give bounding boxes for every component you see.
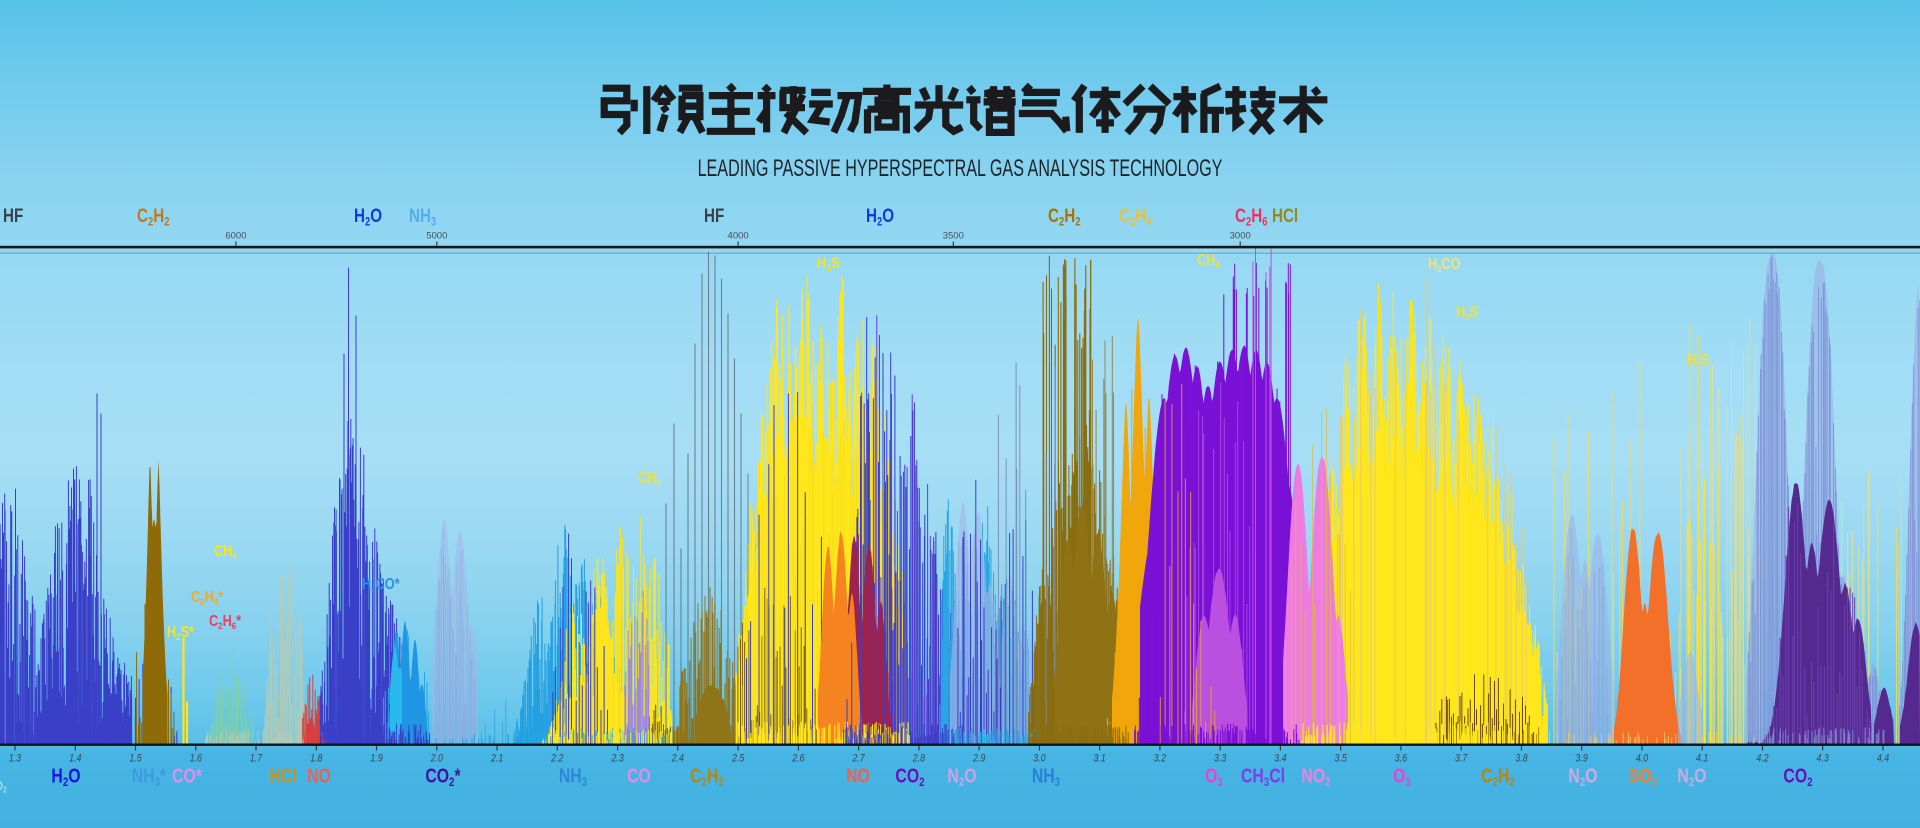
svg-text:N2O: N2O	[1568, 765, 1597, 790]
svg-text:NO: NO	[307, 765, 331, 787]
svg-text:HCl: HCl	[1272, 204, 1298, 226]
svg-text:3.7: 3.7	[1455, 753, 1468, 765]
svg-text:CO2*: CO2*	[425, 765, 460, 790]
svg-text:3.5: 3.5	[1335, 753, 1348, 765]
svg-text:C2H2: C2H2	[1048, 204, 1080, 228]
svg-text:4.1: 4.1	[1696, 753, 1708, 765]
svg-text:NH3: NH3	[559, 765, 587, 790]
svg-text:3.4: 3.4	[1274, 753, 1287, 765]
svg-text:HCl: HCl	[269, 765, 296, 787]
svg-text:1.9: 1.9	[370, 753, 383, 765]
svg-text:3.3: 3.3	[1214, 753, 1227, 765]
svg-text:6000: 6000	[225, 231, 246, 242]
svg-text:O2: O2	[0, 779, 7, 795]
svg-text:H2S: H2S	[817, 255, 840, 273]
svg-text:CO2: CO2	[1783, 765, 1812, 790]
svg-text:C2H6: C2H6	[1235, 204, 1267, 228]
svg-text:1.5: 1.5	[129, 753, 142, 765]
svg-text:5000: 5000	[426, 231, 447, 242]
svg-text:2.6: 2.6	[791, 753, 805, 765]
svg-text:C2H4: C2H4	[1119, 204, 1151, 228]
svg-text:H2S: H2S	[1687, 352, 1709, 370]
svg-text:3.8: 3.8	[1515, 753, 1528, 765]
svg-text:1.7: 1.7	[250, 753, 263, 765]
svg-text:4000: 4000	[728, 231, 749, 242]
svg-text:2.5: 2.5	[731, 753, 745, 765]
svg-text:NH3*: NH3*	[132, 765, 166, 790]
svg-text:2.3: 2.3	[611, 753, 625, 765]
svg-text:C2H2: C2H2	[1481, 765, 1515, 790]
svg-text:SO2: SO2	[1629, 765, 1657, 790]
svg-text:CO2: CO2	[895, 765, 924, 790]
svg-text:H2S*: H2S*	[167, 624, 194, 642]
svg-text:N2O: N2O	[1677, 765, 1706, 790]
svg-text:HF: HF	[704, 204, 724, 226]
svg-text:CH4: CH4	[638, 470, 661, 488]
svg-text:2.4: 2.4	[671, 753, 685, 765]
svg-text:4.4: 4.4	[1877, 753, 1890, 765]
svg-text:2.2: 2.2	[550, 753, 564, 765]
svg-text:2.0: 2.0	[430, 753, 444, 765]
svg-text:C2H2: C2H2	[137, 204, 169, 228]
svg-text:2.8: 2.8	[912, 753, 926, 765]
svg-text:CH4: CH4	[1197, 252, 1220, 270]
svg-text:NO2: NO2	[1301, 765, 1330, 790]
svg-text:CH4: CH4	[214, 543, 237, 561]
svg-text:3.2: 3.2	[1154, 753, 1167, 765]
svg-text:O3: O3	[1393, 765, 1411, 790]
svg-text:3.9: 3.9	[1576, 753, 1589, 765]
svg-text:2.1: 2.1	[490, 753, 503, 765]
svg-text:HF: HF	[3, 204, 23, 226]
svg-text:CO: CO	[627, 765, 651, 787]
svg-text:1.8: 1.8	[310, 753, 323, 765]
svg-text:4.2: 4.2	[1756, 753, 1769, 765]
svg-text:1.3: 1.3	[9, 753, 22, 765]
svg-text:2.7: 2.7	[852, 753, 866, 765]
svg-text:CH3Cl: CH3Cl	[1241, 765, 1285, 790]
svg-text:2.9: 2.9	[972, 753, 986, 765]
svg-text:CO*: CO*	[172, 765, 202, 787]
svg-text:N2O: N2O	[947, 765, 976, 790]
svg-text:C2H4*: C2H4*	[191, 589, 224, 607]
svg-text:NH3: NH3	[409, 204, 436, 228]
svg-text:H2CO: H2CO	[1428, 256, 1461, 274]
svg-text:3000: 3000	[1230, 231, 1251, 242]
svg-text:3.6: 3.6	[1395, 753, 1408, 765]
svg-text:3.0: 3.0	[1033, 753, 1046, 765]
svg-text:NH3: NH3	[1032, 765, 1060, 790]
svg-text:NO: NO	[846, 765, 870, 787]
svg-text:H2O: H2O	[354, 204, 382, 228]
svg-text:H2O: H2O	[866, 204, 894, 228]
svg-text:1.4: 1.4	[69, 753, 82, 765]
svg-text:C2H6*: C2H6*	[209, 613, 242, 631]
svg-text:4.0: 4.0	[1636, 753, 1649, 765]
svg-text:H2CO*: H2CO*	[362, 576, 400, 594]
svg-text:3500: 3500	[943, 231, 964, 242]
svg-text:3.1: 3.1	[1093, 753, 1105, 765]
svg-text:O3: O3	[1205, 765, 1223, 790]
svg-text:LEADING PASSIVE HYPERSPECTRAL: LEADING PASSIVE HYPERSPECTRAL GAS ANALYS…	[698, 155, 1223, 182]
svg-text:C2H2: C2H2	[690, 765, 724, 790]
svg-text:H2S: H2S	[1456, 304, 1478, 322]
svg-text:4.3: 4.3	[1817, 753, 1830, 765]
svg-text:H2O: H2O	[51, 765, 80, 790]
svg-text:1.6: 1.6	[190, 753, 203, 765]
